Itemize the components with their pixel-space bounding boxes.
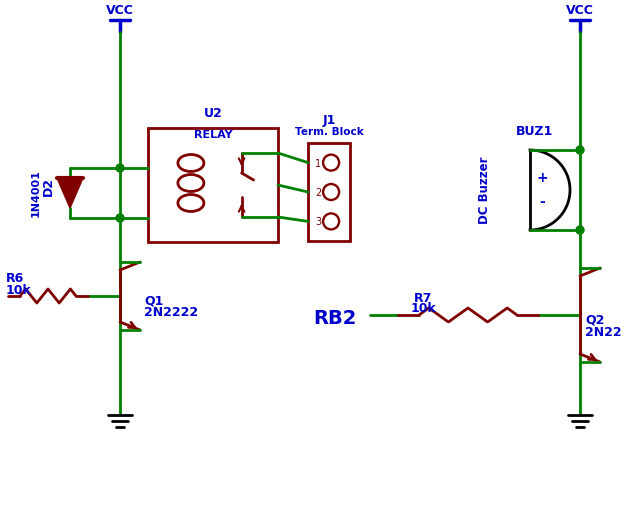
Text: RB2: RB2 [314, 309, 356, 328]
Text: Term. Block: Term. Block [294, 127, 364, 137]
Text: 1N4001: 1N4001 [31, 169, 41, 217]
Bar [148, 128, 278, 242]
Text: 2N2222: 2N2222 [144, 307, 198, 319]
Text: Q1: Q1 [144, 294, 163, 308]
Circle shape [576, 226, 584, 234]
Text: 2N22: 2N22 [585, 326, 621, 338]
Text: Q2: Q2 [585, 314, 604, 327]
Text: -: - [539, 195, 545, 209]
Text: R7: R7 [414, 291, 432, 305]
Text: DC Buzzer: DC Buzzer [477, 156, 490, 224]
Bar [308, 143, 350, 241]
Circle shape [116, 214, 124, 222]
Text: J1: J1 [323, 114, 336, 127]
Text: BUZ1: BUZ1 [516, 125, 554, 138]
Text: 1: 1 [316, 158, 321, 169]
Circle shape [116, 164, 124, 172]
Text: VCC: VCC [566, 4, 594, 17]
Text: VCC: VCC [106, 4, 134, 17]
Text: 3: 3 [316, 217, 321, 227]
Text: D2: D2 [42, 177, 54, 197]
Circle shape [576, 146, 584, 154]
Text: 2: 2 [316, 188, 322, 198]
Text: 10k: 10k [6, 284, 32, 296]
Text: R6: R6 [6, 272, 24, 286]
Text: RELAY: RELAY [194, 130, 232, 140]
Polygon shape [57, 178, 83, 208]
Text: +: + [536, 171, 548, 185]
Text: U2: U2 [204, 107, 222, 120]
Text: 10k: 10k [410, 303, 436, 315]
